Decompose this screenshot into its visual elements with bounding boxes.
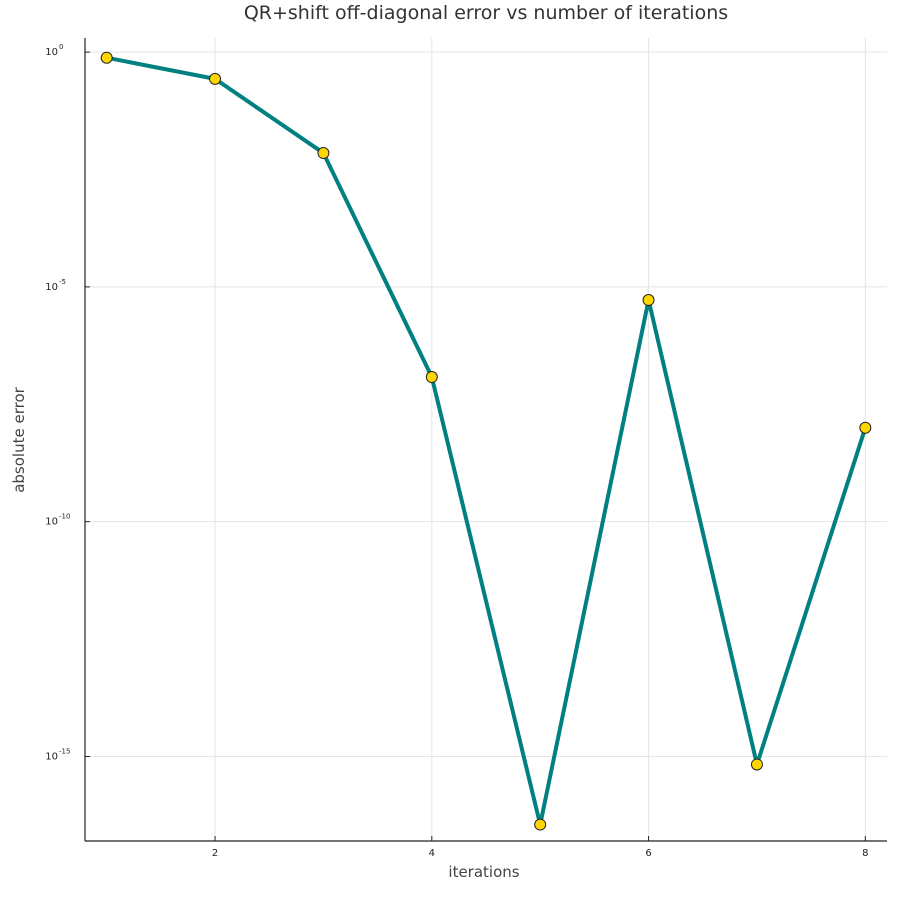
x-tick-label: 2	[212, 848, 218, 859]
chart-title: QR+shift off-diagonal error vs number of…	[244, 2, 728, 24]
y-tick-exponent: -15	[59, 747, 70, 755]
series	[100, 51, 872, 831]
axes	[84, 38, 887, 842]
y-tick-exponent: -10	[59, 513, 70, 521]
y-tick-exponent: 0	[59, 43, 63, 51]
y-tick-label: 10	[45, 282, 58, 293]
data-point	[750, 758, 763, 771]
x-tick-label: 4	[429, 848, 435, 859]
series-line	[104, 55, 868, 827]
y-tick-exponent: -5	[59, 278, 66, 286]
x-axis-label: iterations	[448, 863, 519, 881]
x-ticks: 2 4 6 8	[212, 836, 869, 859]
grid	[85, 38, 887, 841]
data-point	[209, 72, 222, 85]
y-tick-label: 10	[45, 517, 58, 528]
y-tick-label: 10	[45, 47, 58, 58]
x-tick-label: 6	[645, 848, 651, 859]
data-point	[425, 371, 438, 384]
data-point	[859, 421, 872, 434]
data-point	[100, 51, 113, 64]
data-point	[642, 294, 655, 307]
y-axis-label: absolute error	[10, 386, 28, 492]
data-point	[317, 147, 330, 160]
data-point	[534, 818, 547, 831]
x-tick-label: 8	[862, 848, 868, 859]
y-tick-label: 10	[45, 751, 58, 762]
